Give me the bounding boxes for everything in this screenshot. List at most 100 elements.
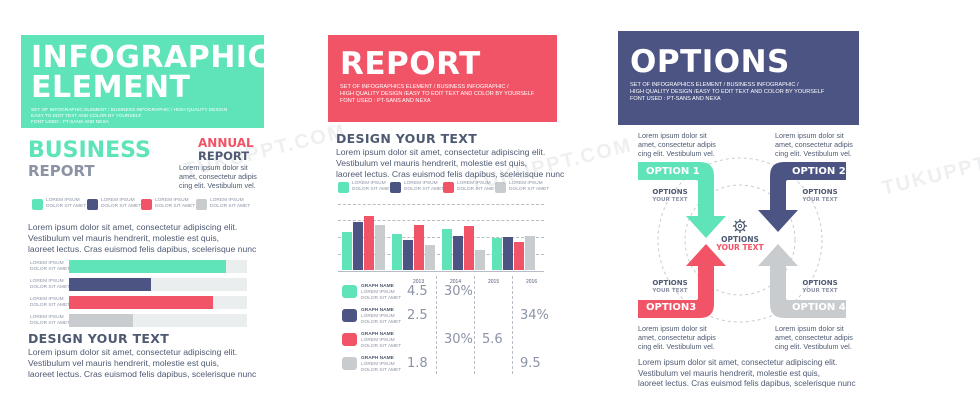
center-options-label: OPTIONS	[721, 235, 759, 244]
right-header-sub-2: HIGH QUALITY DESIGN /EASY TO EDIT TEXT A…	[630, 89, 825, 95]
row-label-line: DOLOR SIT AMET	[361, 344, 402, 349]
mid-body-line-1: Lorem ipsum dolor sit amet, consectetur …	[336, 147, 546, 157]
chart-bar	[375, 225, 385, 270]
bar-label-line: LOREM IPSUM	[30, 297, 64, 302]
left-foot-line-3: laoreet lectus. Cras euismod felis dapib…	[28, 369, 257, 379]
option-4-arrow	[758, 244, 846, 318]
left-header-title-1: INFOGRAPHIC	[31, 40, 264, 75]
row-label-line: DOLOR SIT AMET	[361, 320, 402, 325]
year-label: 2014	[450, 279, 462, 285]
row-label-line: DOLOR SIT AMET	[361, 368, 402, 373]
legend-swatch	[196, 198, 207, 210]
bar-track	[69, 314, 247, 327]
legend-label: DOLOR SIT AMET	[352, 187, 393, 192]
option-2-lorem: cing elit. Vestibulum vel.	[775, 149, 852, 158]
legend-swatch	[390, 181, 401, 193]
right-header-title: OPTIONS	[630, 44, 790, 80]
row-swatch	[342, 285, 357, 298]
table-cell-value: 2.5	[407, 308, 428, 323]
mid-header-title: REPORT	[340, 46, 481, 82]
mid-legend-item: LOREM IPSUM DOLOR SIT AMET	[495, 181, 549, 193]
right-foot-line-2: Vestibulum vel mauris hendrerit, molesti…	[638, 368, 821, 378]
mid-body-line-2: Vestibulum vel mauris hendrerit, molesti…	[336, 158, 528, 168]
legend-label: LOREM IPSUM	[404, 181, 438, 186]
bar-fill	[69, 314, 134, 327]
chart-bar	[392, 233, 402, 270]
right-foot-line-1: Lorem ipsum dolor sit amet, consectetur …	[638, 358, 838, 367]
right-foot-line-3: laoreet lectus. Cras euismod felis dapib…	[638, 379, 856, 388]
mid-legend-item: LOREM IPSUM DOLOR SIT AMET	[443, 181, 497, 193]
table-divider	[512, 276, 513, 374]
option-3-caption: OPTIONS	[652, 279, 688, 287]
left-header-sub-2: EASY TO EDIT TEXT AND COLOR BY YOURSELF	[31, 114, 142, 119]
row-label-line: DOLOR SIT AMET	[361, 296, 402, 301]
row-label-line: GRAPH NAME	[361, 356, 394, 361]
right-header-sub-1: SET OF INFOGRAPHICS ELEMENT / BUSINESS I…	[630, 82, 799, 88]
left-header-sub-3: FONT USED : PT-SANS AND NEXA	[31, 120, 109, 125]
mid-header-sub-1: SET OF INFOGRAPHICS ELEMENT / BUSINESS I…	[340, 84, 509, 90]
bar-label-line: DOLOR SIT AMET	[30, 267, 71, 272]
option-1-caption: OPTIONS	[652, 188, 688, 196]
report-subtitle: REPORT	[28, 162, 95, 180]
bar-label-line: LOREM IPSUM	[30, 315, 64, 320]
left-legend-item: LOREM IPSUM DOLOR SIT AMET	[141, 198, 195, 210]
table-cell-value: 4.5	[407, 284, 428, 299]
legend-swatch	[338, 181, 349, 193]
option-2-arrow	[758, 162, 846, 232]
bar-fill	[69, 278, 151, 291]
chart-bar	[525, 235, 535, 270]
option-4-lorem: cing elit. Vestibulum vel.	[775, 342, 852, 351]
legend-label: DOLOR SIT AMET	[101, 204, 142, 209]
bar-chart	[338, 204, 544, 270]
watermark: TUKUPPT.COM	[879, 138, 980, 200]
option-1-arrow	[638, 162, 726, 238]
gear-icon	[733, 219, 747, 233]
legend-label: LOREM IPSUM	[155, 198, 189, 203]
row-swatch	[342, 333, 357, 346]
annual-title: ANNUAL	[198, 136, 254, 150]
left-body-line-2: Vestibulum vel mauris hendrerit, molesti…	[28, 233, 220, 243]
legend-label: LOREM IPSUM	[509, 181, 543, 186]
chart-bar	[453, 235, 463, 270]
options-diagram	[638, 157, 846, 323]
chart-bar	[503, 237, 513, 270]
option-2-caption-sub: YOUR TEXT	[802, 197, 838, 203]
left-header: INFOGRAPHIC ELEMENT SET OF INFOGRAPHIC E…	[21, 35, 264, 128]
legend-swatch	[32, 198, 43, 210]
bar-label: LOREM IPSUM DOLOR SIT AMET	[30, 279, 70, 291]
bar-label-line: DOLOR SIT AMET	[30, 321, 71, 326]
option-4-lorem: amet, consectetur adipis	[775, 333, 853, 342]
row-label: GRAPH NAME LOREM IPSUM DOLOR SIT AMET	[361, 284, 401, 302]
mid-body-line-3: laoreet lectus. Cras euismod felis dapib…	[336, 169, 565, 179]
left-legend-item: LOREM IPSUM DOLOR SIT AMET	[196, 198, 250, 210]
legend-swatch	[495, 181, 506, 193]
legend-label: DOLOR SIT AMET	[509, 187, 550, 192]
row-label-line: LOREM IPSUM	[361, 338, 395, 343]
option-2-lorem: amet, consectetur adipis	[775, 140, 853, 149]
row-swatch	[342, 309, 357, 322]
option-1-lorem: Lorem ipsum dolor sit	[638, 131, 707, 140]
legend-swatch	[87, 198, 98, 210]
row-label: GRAPH NAME LOREM IPSUM DOLOR SIT AMET	[361, 332, 401, 350]
middle-dashed-ring	[684, 184, 796, 296]
bar-track	[69, 296, 247, 309]
table-cell-value: 5.6	[482, 332, 503, 347]
chart-bar	[364, 215, 374, 270]
row-label-line: GRAPH NAME	[361, 308, 394, 313]
table-cell-value: 9.5	[520, 356, 541, 371]
legend-label: LOREM IPSUM	[46, 198, 80, 203]
option-2-label: OPTION 2	[792, 166, 846, 177]
mid-header-sub-2: HIGH QUALITY DESIGN /EASY TO EDIT TEXT A…	[340, 91, 535, 97]
option-3-lorem: Lorem ipsum dolor sit	[638, 324, 707, 333]
option-1-lorem: cing elit. Vestibulum vel.	[638, 149, 715, 158]
row-label-line: GRAPH NAME	[361, 332, 394, 337]
legend-swatch	[443, 181, 454, 193]
bar-track	[69, 278, 247, 291]
table-cell-value: 1.8	[407, 356, 428, 371]
center-your-text: YOUR TEXT	[716, 243, 764, 252]
chart-bar	[342, 231, 352, 270]
legend-label: LOREM IPSUM	[457, 181, 491, 186]
table-cell-value: 34%	[520, 308, 549, 323]
option-1-caption-sub: YOUR TEXT	[652, 197, 688, 203]
option-3-caption-sub: YOUR TEXT	[652, 288, 688, 294]
